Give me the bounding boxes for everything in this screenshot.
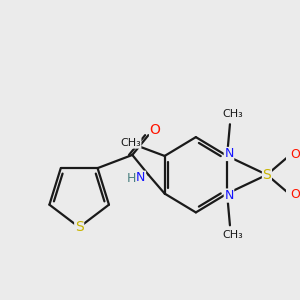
Text: O: O (150, 123, 160, 137)
Text: O: O (290, 188, 300, 201)
Text: N: N (224, 148, 234, 160)
Text: N: N (224, 189, 234, 202)
Text: S: S (75, 220, 84, 234)
Text: O: O (290, 148, 300, 161)
Text: CH₃: CH₃ (222, 230, 243, 240)
Text: S: S (262, 168, 271, 182)
Text: CH₃: CH₃ (120, 138, 141, 148)
Text: CH₃: CH₃ (222, 109, 243, 119)
Text: H: H (127, 172, 136, 185)
Text: N: N (136, 171, 146, 184)
